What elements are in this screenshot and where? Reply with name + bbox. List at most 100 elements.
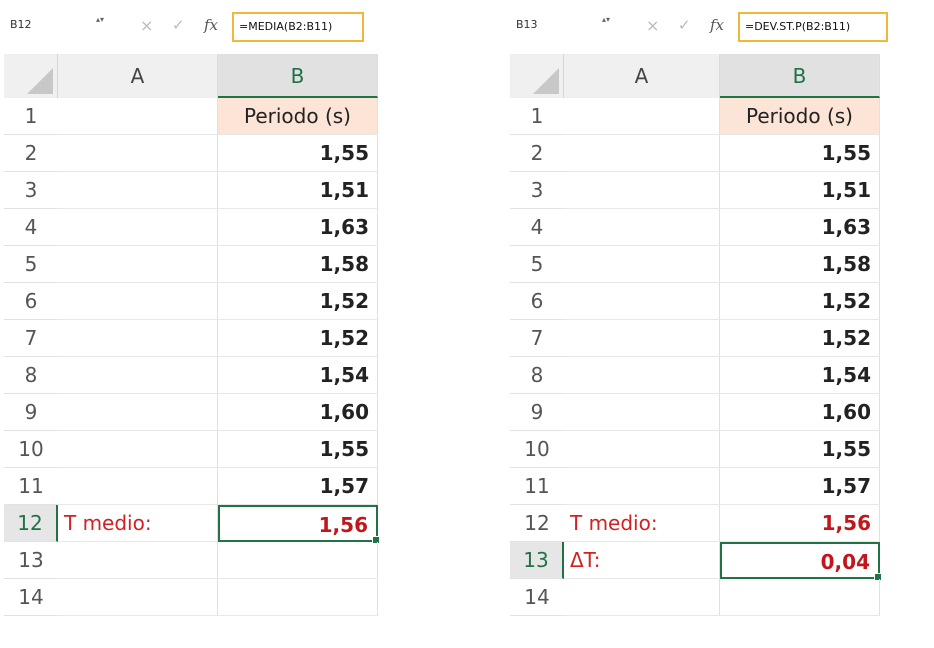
cell-a[interactable] <box>564 135 720 172</box>
cancel-x-icon[interactable]: × <box>140 16 154 35</box>
row-header[interactable]: 10 <box>510 431 564 468</box>
cell-b[interactable]: Periodo (s) <box>218 98 378 135</box>
cell-a[interactable] <box>564 357 720 394</box>
row-header[interactable]: 12 <box>510 505 564 542</box>
row-header[interactable]: 7 <box>510 320 564 357</box>
cell-b[interactable]: 1,55 <box>720 431 880 468</box>
active-cell[interactable]: 1,56 <box>218 505 380 544</box>
cell-a[interactable] <box>58 98 218 135</box>
select-all-corner[interactable] <box>4 54 58 98</box>
row-header[interactable]: 6 <box>4 283 58 320</box>
cell-a[interactable] <box>564 468 720 505</box>
cell-b[interactable] <box>720 579 880 616</box>
row-header[interactable]: 4 <box>510 209 564 246</box>
column-header-b[interactable]: B <box>218 54 378 98</box>
row-header[interactable]: 7 <box>4 320 58 357</box>
row-header[interactable]: 13 <box>4 542 58 579</box>
cell-b[interactable]: 1,55 <box>720 135 880 172</box>
row-header[interactable]: 5 <box>510 246 564 283</box>
row-header[interactable]: 9 <box>510 394 564 431</box>
cell-a[interactable] <box>58 468 218 505</box>
cell-a[interactable] <box>58 209 218 246</box>
cell-b[interactable]: 1,58 <box>720 246 880 283</box>
cell-b[interactable]: 1,51 <box>720 172 880 209</box>
row-header[interactable]: 3 <box>4 172 58 209</box>
row-header[interactable]: 14 <box>510 579 564 616</box>
cell-b[interactable]: 1,52 <box>218 320 378 357</box>
cell-a[interactable] <box>564 579 720 616</box>
fx-icon[interactable]: fx <box>204 16 219 34</box>
cell-a[interactable] <box>58 172 218 209</box>
cell-b[interactable]: 1,55 <box>218 431 378 468</box>
cell-a[interactable] <box>564 172 720 209</box>
cell-b[interactable]: 1,52 <box>720 320 880 357</box>
cell-b[interactable]: 1,52 <box>218 283 378 320</box>
cell-b[interactable]: Periodo (s) <box>720 98 880 135</box>
row-header[interactable]: 13 <box>510 542 564 579</box>
cell-a[interactable] <box>58 542 218 579</box>
cell-b[interactable]: 1,55 <box>218 135 378 172</box>
row-header[interactable]: 11 <box>4 468 58 505</box>
cell-b[interactable]: 1,57 <box>720 468 880 505</box>
check-icon[interactable]: ✓ <box>678 16 691 34</box>
cell-b[interactable]: 1,57 <box>218 468 378 505</box>
select-all-corner[interactable] <box>510 54 564 98</box>
column-header-a[interactable]: A <box>564 54 720 98</box>
spinner-icon[interactable]: ▴▾ <box>96 15 105 24</box>
cell-a[interactable] <box>58 246 218 283</box>
cell-b[interactable]: 1,56 <box>720 505 880 542</box>
row-header[interactable]: 3 <box>510 172 564 209</box>
cell-b[interactable]: 1,63 <box>218 209 378 246</box>
formula-input[interactable]: =MEDIA(B2:B11) <box>232 12 364 42</box>
column-header-a[interactable]: A <box>58 54 218 98</box>
cell-b[interactable]: 1,58 <box>218 246 378 283</box>
active-cell[interactable]: 0,04 <box>720 542 882 581</box>
column-header-b[interactable]: B <box>720 54 880 98</box>
cell-a[interactable] <box>58 135 218 172</box>
cell-a[interactable] <box>564 246 720 283</box>
row-header[interactable]: 11 <box>510 468 564 505</box>
cell-b[interactable]: 1,54 <box>720 357 880 394</box>
cell-b[interactable]: 1,51 <box>218 172 378 209</box>
cell-a[interactable]: ΔT: <box>564 542 720 579</box>
cell-b[interactable]: 1,60 <box>720 394 880 431</box>
row-header[interactable]: 6 <box>510 283 564 320</box>
cell-a[interactable] <box>58 320 218 357</box>
cell-b[interactable] <box>218 579 378 616</box>
cell-a[interactable] <box>564 431 720 468</box>
cell-a[interactable]: T medio: <box>564 505 720 542</box>
cell-a[interactable] <box>58 394 218 431</box>
cell-b[interactable] <box>218 542 378 579</box>
cell-a[interactable] <box>58 431 218 468</box>
cell-b[interactable]: 1,52 <box>720 283 880 320</box>
spinner-icon[interactable]: ▴▾ <box>602 15 611 24</box>
cell-a[interactable] <box>58 283 218 320</box>
row-header[interactable]: 8 <box>4 357 58 394</box>
name-box[interactable]: B12 <box>10 18 32 31</box>
cell-a[interactable] <box>58 579 218 616</box>
formula-input[interactable]: =DEV.ST.P(B2:B11) <box>738 12 888 42</box>
cell-a[interactable] <box>564 283 720 320</box>
cell-a[interactable] <box>564 98 720 135</box>
cell-a[interactable]: T medio: <box>58 505 218 542</box>
cell-b[interactable]: 1,63 <box>720 209 880 246</box>
row-header[interactable]: 9 <box>4 394 58 431</box>
name-box[interactable]: B13 <box>516 18 538 31</box>
cell-a[interactable] <box>564 394 720 431</box>
cell-b[interactable]: 1,54 <box>218 357 378 394</box>
row-header[interactable]: 8 <box>510 357 564 394</box>
row-header[interactable]: 4 <box>4 209 58 246</box>
row-header[interactable]: 14 <box>4 579 58 616</box>
row-header[interactable]: 5 <box>4 246 58 283</box>
cell-a[interactable] <box>58 357 218 394</box>
cancel-x-icon[interactable]: × <box>646 16 660 35</box>
cell-b[interactable]: 1,60 <box>218 394 378 431</box>
fx-icon[interactable]: fx <box>710 16 725 34</box>
row-header[interactable]: 12 <box>4 505 58 542</box>
row-header[interactable]: 1 <box>510 98 564 135</box>
row-header[interactable]: 2 <box>4 135 58 172</box>
cell-a[interactable] <box>564 209 720 246</box>
check-icon[interactable]: ✓ <box>172 16 185 34</box>
row-header[interactable]: 1 <box>4 98 58 135</box>
row-header[interactable]: 10 <box>4 431 58 468</box>
